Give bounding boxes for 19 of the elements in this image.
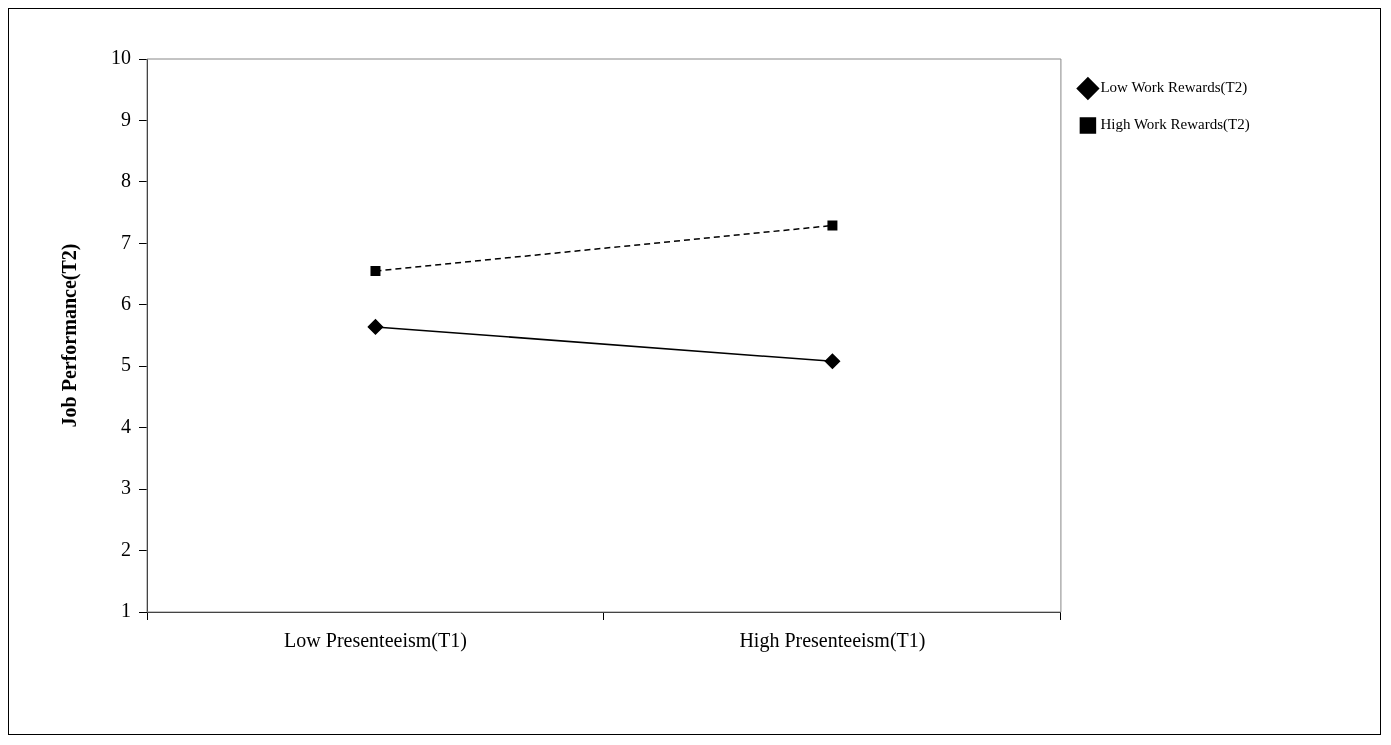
point [367,319,384,335]
point [827,220,838,231]
y-tick-label: 5 [121,353,131,376]
y-tick-label: 1 [121,599,131,622]
legend-label: High Work Rewards(T2) [1100,116,1250,134]
y-tick-label: 9 [121,107,131,130]
point [370,265,381,276]
y-tick-label: 8 [121,169,131,192]
x-tick-label: Low Presenteeism(T1) [284,629,467,653]
y-tick-label: 7 [121,230,131,253]
y-axis-title: Job Performance(T2) [58,243,82,428]
y-tick-label: 6 [121,292,131,315]
y-tick-label: 10 [111,46,131,69]
point [824,353,841,370]
y-tick-label: 4 [121,414,131,437]
legend-label: Low Work Rewards(T2) [1100,79,1248,97]
x-tick-label: High Presenteeism(T1) [739,629,926,653]
y-tick-label: 3 [121,476,131,499]
y-tick-label: 2 [121,537,131,560]
